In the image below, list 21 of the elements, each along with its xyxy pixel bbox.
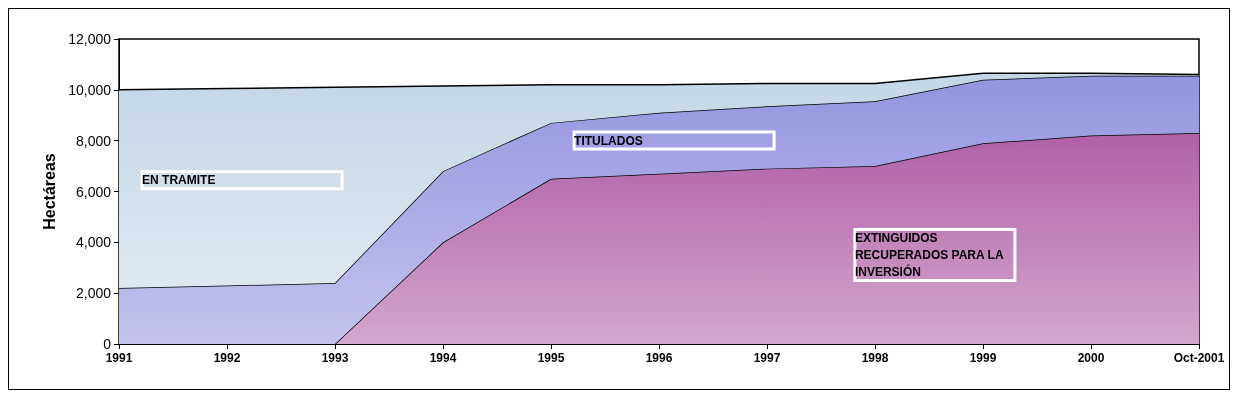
y-tick-label: 2,000 bbox=[75, 285, 112, 302]
x-tick-label: 1995 bbox=[537, 351, 565, 365]
x-tick-label: 1993 bbox=[321, 351, 349, 365]
y-axis-title: Hectáreas bbox=[40, 153, 58, 230]
y-tick-label: 0 bbox=[103, 336, 112, 352]
x-tick-label: 1991 bbox=[105, 351, 133, 365]
x-tick-label: 2000 bbox=[1077, 351, 1105, 365]
series-label: EN TRAMITE bbox=[142, 173, 216, 188]
x-tick-label: 1998 bbox=[861, 351, 889, 365]
x-tick-label: 1999 bbox=[969, 351, 997, 365]
x-tick-label: 1997 bbox=[753, 351, 781, 365]
x-tick-label: 1992 bbox=[213, 351, 241, 365]
y-tick-label: 4,000 bbox=[75, 234, 112, 251]
y-tick-label: 8,000 bbox=[75, 132, 112, 149]
x-tick-label: 1994 bbox=[429, 351, 457, 365]
x-tick-label: Oct-2001 bbox=[1173, 351, 1225, 365]
y-tick-label: 12,000 bbox=[68, 31, 112, 47]
series-label: TITULADOS bbox=[574, 133, 643, 148]
y-tick-label: 10,000 bbox=[68, 81, 112, 98]
y-tick-label: 6,000 bbox=[75, 183, 112, 200]
x-tick-label: 1996 bbox=[645, 351, 673, 365]
